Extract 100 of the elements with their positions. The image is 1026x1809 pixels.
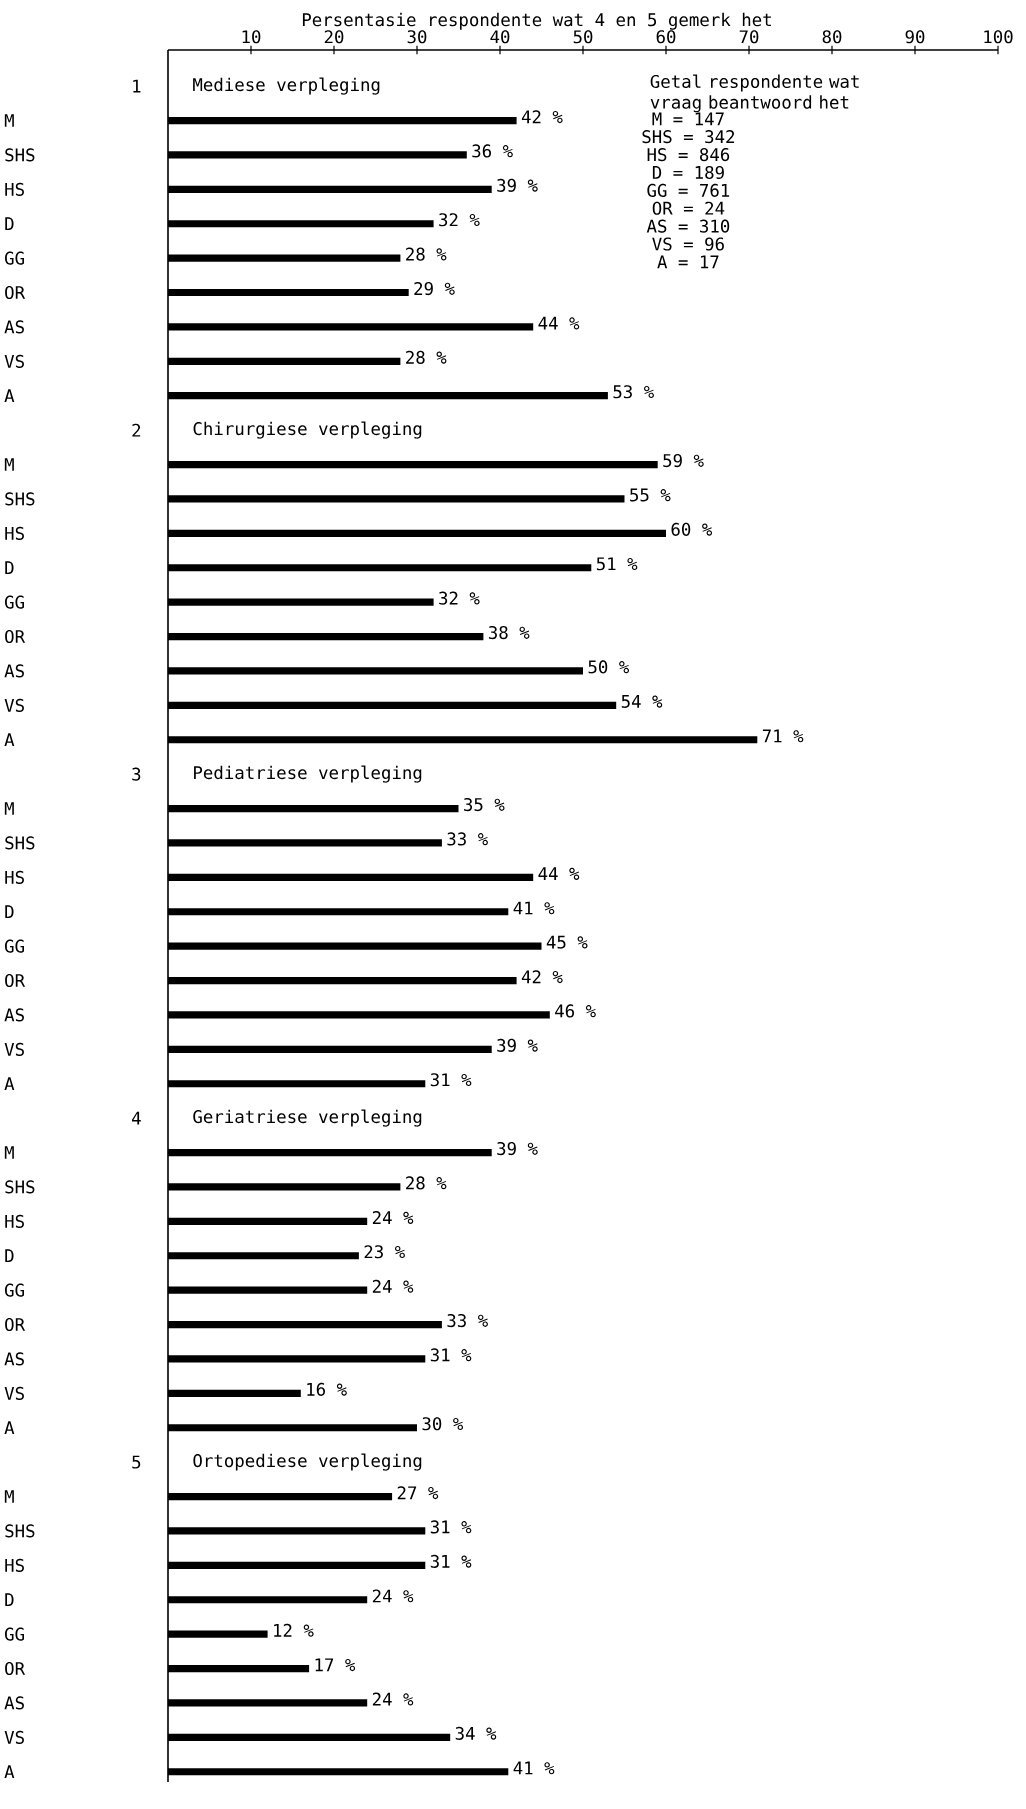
y-tick-label: D [5, 1249, 14, 1263]
data-label: 42 % [521, 110, 563, 124]
data-label: 31 % [430, 1554, 472, 1568]
annotation: M = 147 [652, 112, 724, 126]
text: 3 [132, 767, 141, 781]
y-tick-label: OR [5, 973, 26, 988]
y-tick-label: OR [5, 1317, 26, 1332]
y-tick-label: SHS [5, 836, 35, 850]
y-tick-label: A [4, 733, 15, 747]
y-tick-label: OR [5, 1661, 26, 1676]
y-tick-label: GG [5, 1283, 24, 1297]
y-tick-label: AS [4, 1352, 24, 1366]
y-tick-label: GG [5, 595, 24, 609]
data-label: 17 % [315, 1658, 356, 1672]
x-tick-label: 30 [407, 30, 427, 44]
y-tick-label: AS [4, 320, 24, 334]
text: 4 [132, 1111, 141, 1125]
annotation: A = 17 [657, 255, 719, 269]
x-axis-title: Persentasie respondente wat 4 en 5 gemerk het [302, 12, 771, 30]
y-tick-label: A [4, 389, 15, 403]
data-label: 45 % [546, 935, 588, 949]
data-label: 50 % [588, 660, 630, 674]
data-label: 46 % [555, 1004, 596, 1018]
y-tick-label: OR [5, 629, 26, 644]
data-label: 24 % [372, 1589, 414, 1603]
y-tick-label: A [4, 1765, 15, 1779]
y-tick-label: HS [5, 182, 24, 196]
data-label: 35 % [464, 797, 505, 812]
data-label: 28 % [406, 350, 447, 364]
x-tick-label: 10 [242, 30, 261, 44]
annotation: HS = 846 [647, 147, 730, 162]
data-label: 39 % [497, 1141, 538, 1156]
data-label: 24 % [372, 1211, 414, 1224]
data-label: 34 % [455, 1726, 497, 1740]
x-tick-label: 80 [822, 30, 842, 44]
annotation: OR = 24 [652, 201, 725, 215]
y-tick-label: D [5, 561, 14, 575]
y-tick-label: SHS [5, 492, 35, 506]
data-label: 41 % [513, 1761, 555, 1775]
y-tick-label: GG [5, 1627, 24, 1641]
x-tick-label: 100 [984, 30, 1013, 44]
y-tick-label: VS [4, 1730, 24, 1744]
chart-title: Pediatriese verpleging [194, 765, 422, 783]
text: 5 [132, 1455, 141, 1469]
y-tick-label: HS [5, 1214, 24, 1228]
data-label: 28 % [406, 247, 447, 261]
y-tick-label: OR [5, 285, 26, 300]
annotation: AS = 310 [646, 219, 730, 233]
y-tick-label: GG [5, 251, 24, 265]
y-tick-label: M [4, 1490, 14, 1503]
y-tick-label: M [4, 458, 14, 471]
y-tick-label: AS [4, 664, 24, 678]
data-label: 59 % [663, 453, 704, 468]
data-label: 55 % [630, 488, 671, 502]
data-label: 71 % [762, 729, 804, 743]
data-label: 30 % [422, 1417, 464, 1431]
y-tick-label: A [4, 1077, 15, 1091]
chart-title: Chirurgiese verpleging [193, 421, 422, 439]
y-tick-label: HS [5, 1558, 24, 1572]
data-label: 42 % [521, 970, 563, 984]
y-tick-label: D [5, 905, 14, 919]
data-label: 24 % [372, 1279, 414, 1293]
y-tick-label: A [4, 1421, 15, 1435]
data-label: 24 % [372, 1692, 414, 1706]
data-label: 39 % [497, 1038, 538, 1052]
data-label: 12 % [274, 1623, 314, 1637]
data-label: 31 % [430, 1520, 472, 1534]
data-label: 32 % [439, 213, 480, 227]
y-tick-label: M [4, 802, 14, 815]
y-tick-label: M [4, 114, 14, 127]
annotation: VS = 96 [652, 237, 724, 251]
y-tick-label: SHS [5, 1180, 35, 1194]
data-label: 51 % [596, 557, 638, 571]
data-label: 27 % [397, 1486, 439, 1500]
x-tick-label: 70 [739, 30, 759, 44]
y-tick-label: VS [4, 1386, 24, 1400]
annotation: GG = 761 [647, 183, 730, 197]
y-tick-label: GG [5, 939, 24, 953]
data-label: 28 % [406, 1176, 447, 1190]
data-label: 33 % [447, 832, 488, 846]
text: 2 [132, 423, 141, 437]
data-label: 44 % [538, 316, 580, 330]
data-label: 54 % [621, 694, 663, 708]
y-tick-label: VS [4, 354, 24, 368]
annotation: SHS = 342 [642, 130, 735, 144]
y-tick-label: M [4, 1146, 14, 1159]
data-label: 31 % [430, 1073, 472, 1087]
data-label: 60 % [671, 522, 713, 536]
data-label: 23 % [364, 1245, 405, 1259]
data-label: 39 % [497, 178, 538, 192]
data-label: 29 % [414, 281, 455, 296]
x-tick-label: 40 [490, 30, 510, 44]
y-tick-label: AS [4, 1008, 24, 1022]
y-tick-label: HS [5, 526, 24, 540]
x-tick-label: 60 [656, 30, 676, 44]
data-label: 16 % [307, 1382, 347, 1396]
data-label: 33 % [447, 1313, 488, 1328]
y-tick-label: VS [4, 698, 24, 712]
data-label: 41 % [513, 901, 555, 915]
y-tick-label: SHS [5, 1524, 35, 1538]
